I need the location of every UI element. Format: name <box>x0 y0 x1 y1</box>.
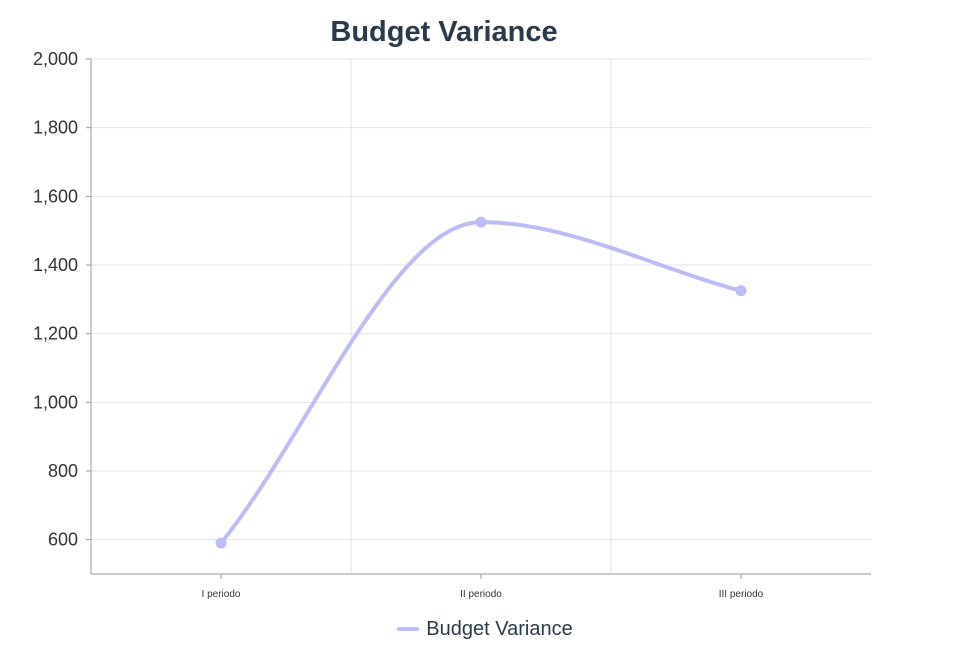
chart-title: Budget Variance <box>330 16 558 48</box>
grid-lines <box>91 58 871 574</box>
data-point <box>215 537 227 549</box>
y-tick-labels: 600 800 1,000 1,200 1,400 1,600 1,800 2,000 <box>33 49 78 550</box>
data-point <box>475 216 487 228</box>
y-tick-label: 1,200 <box>33 324 78 344</box>
y-tick-label: 800 <box>48 461 78 481</box>
data-point <box>735 285 747 297</box>
series-line <box>219 220 743 546</box>
y-tick-label: 600 <box>48 530 78 550</box>
legend[interactable]: Budget Variance <box>0 618 958 641</box>
y-tick-label: 1,000 <box>33 392 78 412</box>
y-tick-label: 1,400 <box>33 255 78 275</box>
axes <box>86 58 871 579</box>
y-tick-label: 1,600 <box>33 186 78 206</box>
x-tick-label: II periodo <box>460 589 502 600</box>
x-tick-labels: I periodo II periodo III periodo <box>202 589 764 600</box>
legend-label: Budget Variance <box>426 618 573 640</box>
x-tick-label: III periodo <box>719 589 764 600</box>
series-group <box>215 216 747 549</box>
y-tick-label: 1,800 <box>33 118 78 138</box>
x-tick-label: I periodo <box>202 589 241 600</box>
y-tick-label: 2,000 <box>33 49 78 69</box>
legend-swatch <box>397 626 420 631</box>
